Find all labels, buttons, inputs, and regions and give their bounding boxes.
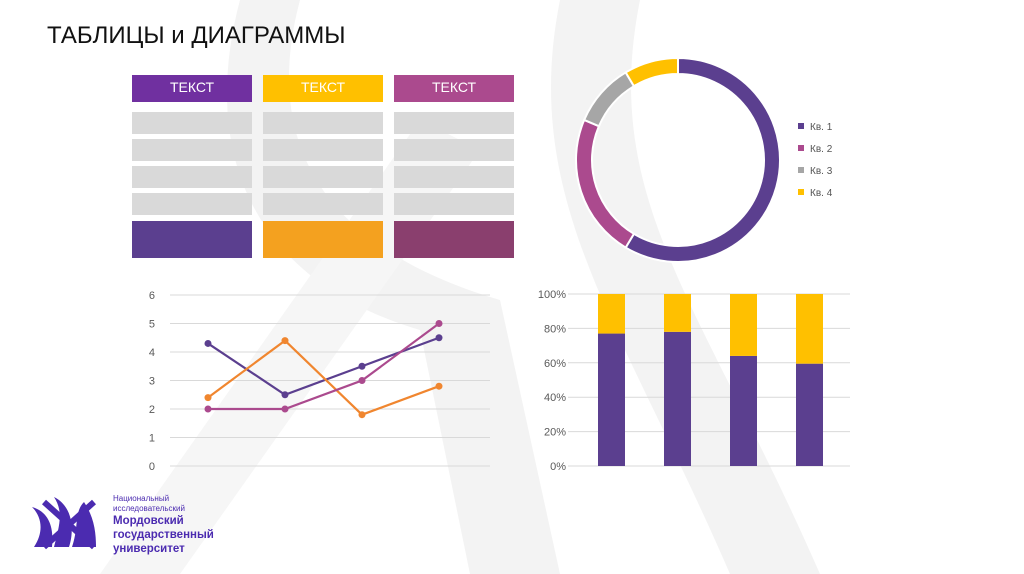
table-cell bbox=[132, 193, 252, 215]
legend-swatch bbox=[798, 145, 804, 151]
bar-segment bbox=[598, 294, 625, 334]
y-tick-label: 20% bbox=[544, 427, 566, 439]
table-cell bbox=[263, 193, 383, 215]
table-footer-cell bbox=[394, 221, 514, 258]
data-point bbox=[204, 394, 212, 402]
series-line bbox=[208, 322, 440, 411]
bar-segment bbox=[796, 363, 823, 466]
y-tick-label: 40% bbox=[544, 392, 566, 404]
table-cell bbox=[263, 139, 383, 161]
data-point bbox=[435, 334, 443, 342]
data-point bbox=[435, 320, 443, 327]
table-cell bbox=[132, 112, 252, 134]
data-point bbox=[204, 339, 212, 347]
data-point bbox=[358, 362, 366, 370]
table-cell bbox=[263, 112, 383, 134]
y-tick-label: 6 bbox=[149, 290, 155, 302]
y-tick-label: 2 bbox=[149, 404, 155, 416]
logo-line: исследовательский bbox=[113, 504, 185, 513]
logo-line: Мордовский bbox=[113, 515, 184, 527]
table-cell bbox=[394, 139, 514, 161]
legend-label: Кв. 1 bbox=[810, 122, 833, 133]
table-cell bbox=[132, 139, 252, 161]
donut-slice bbox=[624, 56, 781, 263]
table-cell bbox=[132, 166, 252, 188]
y-tick-label: 0 bbox=[149, 461, 155, 473]
data-point bbox=[358, 411, 366, 419]
series-line bbox=[207, 339, 440, 416]
bar-segment bbox=[730, 294, 757, 356]
logo-line: университет bbox=[113, 543, 185, 555]
table-cell bbox=[263, 166, 383, 188]
legend-label: Кв. 4 bbox=[810, 188, 833, 199]
university-logo-icon bbox=[32, 497, 97, 550]
bar-segment bbox=[598, 333, 625, 466]
table-cell bbox=[394, 166, 514, 188]
university-name: Национальный исследовательский Мордовски… bbox=[113, 494, 214, 556]
page-title: ТАБЛИЦЫ и ДИАГРАММЫ bbox=[47, 22, 346, 49]
legend-swatch bbox=[798, 167, 804, 173]
data-point bbox=[358, 377, 366, 384]
logo-line: Национальный bbox=[113, 494, 170, 503]
logo-line: государственный bbox=[113, 529, 214, 541]
y-tick-label: 3 bbox=[149, 376, 155, 388]
line-chart: 0 1 2 3 4 5 6 bbox=[149, 290, 490, 473]
y-tick-label: 1 bbox=[149, 433, 155, 445]
table-footer-cell bbox=[132, 221, 252, 258]
table-cell bbox=[394, 193, 514, 215]
legend-swatch bbox=[798, 189, 804, 195]
bar-segment bbox=[664, 294, 691, 332]
data-point bbox=[281, 391, 289, 399]
y-tick-label: 60% bbox=[544, 358, 566, 370]
table-header: ТЕКСТ bbox=[263, 75, 383, 102]
bar-segment bbox=[664, 331, 691, 466]
legend-label: Кв. 2 bbox=[810, 144, 833, 155]
y-tick-label: 5 bbox=[149, 319, 155, 331]
table-header: ТЕКСТ bbox=[132, 75, 252, 102]
data-point bbox=[281, 405, 289, 413]
legend-swatch bbox=[798, 123, 804, 129]
y-tick-label: 0% bbox=[550, 461, 566, 473]
y-tick-label: 80% bbox=[544, 323, 566, 335]
stacked-bar-chart: 0% 20% 40% 60% 80% 100% bbox=[538, 289, 850, 473]
data-point bbox=[204, 405, 212, 413]
table-cell bbox=[394, 112, 514, 134]
data-point bbox=[435, 382, 443, 390]
donut-slice bbox=[624, 56, 679, 88]
donut-chart: Кв. 1 Кв. 2 Кв. 3 Кв. 4 bbox=[575, 56, 833, 263]
y-tick-label: 100% bbox=[538, 289, 566, 301]
bar-segment bbox=[796, 294, 823, 364]
donut-slice bbox=[582, 71, 636, 128]
table-footer-cell bbox=[263, 221, 383, 258]
bar-segment bbox=[730, 355, 757, 466]
data-point bbox=[281, 337, 289, 345]
donut-slice bbox=[575, 118, 636, 249]
y-tick-label: 4 bbox=[149, 347, 155, 359]
series-line bbox=[207, 336, 440, 396]
table-header: ТЕКСТ bbox=[394, 75, 514, 102]
legend-label: Кв. 3 bbox=[810, 166, 833, 177]
